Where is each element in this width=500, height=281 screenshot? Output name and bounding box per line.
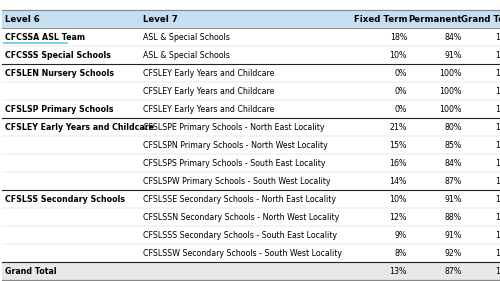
Text: 9%: 9% [395,231,407,240]
Bar [2,82,500,100]
Text: 100%: 100% [494,159,500,168]
Text: 91%: 91% [445,195,462,204]
Text: CFSLSS Secondary Schools: CFSLSS Secondary Schools [5,195,125,204]
Text: 87%: 87% [445,177,462,186]
Bar [2,100,500,118]
Bar [2,154,500,172]
Bar [2,190,500,208]
Text: 91%: 91% [445,231,462,240]
Text: 0%: 0% [394,87,407,96]
Text: CFSLSSN Secondary Schools - North West Locality: CFSLSSN Secondary Schools - North West L… [143,213,339,222]
Text: ASL & Special Schools: ASL & Special Schools [143,51,230,60]
Bar [2,10,500,28]
Bar [2,262,500,280]
Bar [2,208,500,226]
Text: 85%: 85% [445,141,462,150]
Text: 18%: 18% [390,33,407,42]
Text: 87%: 87% [445,267,462,276]
Text: 15%: 15% [390,141,407,150]
Text: 100%: 100% [494,69,500,78]
Text: CFSLSPW Primary Schools - South West Locality: CFSLSPW Primary Schools - South West Loc… [143,177,330,186]
Text: CFSLEY Early Years and Childcare: CFSLEY Early Years and Childcare [143,105,274,114]
Text: CFSLEY Early Years and Childcare: CFSLEY Early Years and Childcare [5,123,154,132]
Text: Fixed Term: Fixed Term [354,15,407,24]
Text: CFSLSPS Primary Schools - South East Locality: CFSLSPS Primary Schools - South East Loc… [143,159,326,168]
Text: 100%: 100% [494,51,500,60]
Text: CFSLSSW Secondary Schools - South West Locality: CFSLSSW Secondary Schools - South West L… [143,249,342,258]
Text: Grand Total: Grand Total [461,15,500,24]
Bar [2,118,500,136]
Text: 14%: 14% [390,177,407,186]
Text: CFSLSP Primary Schools: CFSLSP Primary Schools [5,105,114,114]
Text: 100%: 100% [494,123,500,132]
Bar [2,46,500,64]
Text: 84%: 84% [445,159,462,168]
Text: CFCSSA ASL Team: CFCSSA ASL Team [5,33,85,42]
Text: CFSLEY Early Years and Childcare: CFSLEY Early Years and Childcare [143,87,274,96]
Text: 100%: 100% [494,105,500,114]
Text: 92%: 92% [445,249,462,258]
Bar [2,172,500,190]
Text: 100%: 100% [494,231,500,240]
Text: 88%: 88% [445,213,462,222]
Bar [2,244,500,262]
Bar [2,64,500,82]
Text: 12%: 12% [390,213,407,222]
Bar [2,226,500,244]
Text: CFCSSS Special Schools: CFCSSS Special Schools [5,51,111,60]
Text: 100%: 100% [494,177,500,186]
Text: 100%: 100% [440,87,462,96]
Bar [2,136,500,154]
Text: 13%: 13% [390,267,407,276]
Text: 0%: 0% [394,69,407,78]
Text: Level 7: Level 7 [143,15,178,24]
Text: CFSLSSS Secondary Schools - South East Locality: CFSLSSS Secondary Schools - South East L… [143,231,337,240]
Text: 21%: 21% [390,123,407,132]
Text: 100%: 100% [494,195,500,204]
Text: 100%: 100% [440,69,462,78]
Text: 100%: 100% [440,105,462,114]
Text: 100%: 100% [494,33,500,42]
Text: 10%: 10% [390,51,407,60]
Text: 91%: 91% [445,51,462,60]
Text: 100%: 100% [494,213,500,222]
Text: CFSLEY Early Years and Childcare: CFSLEY Early Years and Childcare [143,69,274,78]
Text: 100%: 100% [494,249,500,258]
Text: CFSLEN Nursery Schools: CFSLEN Nursery Schools [5,69,114,78]
Text: 10%: 10% [390,195,407,204]
Text: 100%: 100% [494,267,500,276]
Text: 80%: 80% [445,123,462,132]
Text: Level 6: Level 6 [5,15,40,24]
Bar [2,28,500,46]
Text: 100%: 100% [494,87,500,96]
Text: 8%: 8% [395,249,407,258]
Text: ASL & Special Schools: ASL & Special Schools [143,33,230,42]
Text: 0%: 0% [394,105,407,114]
Text: Permanent: Permanent [408,15,462,24]
Text: 100%: 100% [494,141,500,150]
Text: 84%: 84% [445,33,462,42]
Text: CFSLSSE Secondary Schools - North East Locality: CFSLSSE Secondary Schools - North East L… [143,195,336,204]
Text: CFSLSPE Primary Schools - North East Locality: CFSLSPE Primary Schools - North East Loc… [143,123,324,132]
Text: 16%: 16% [390,159,407,168]
Text: CFSLSPN Primary Schools - North West Locality: CFSLSPN Primary Schools - North West Loc… [143,141,328,150]
Text: Grand Total: Grand Total [5,267,57,276]
